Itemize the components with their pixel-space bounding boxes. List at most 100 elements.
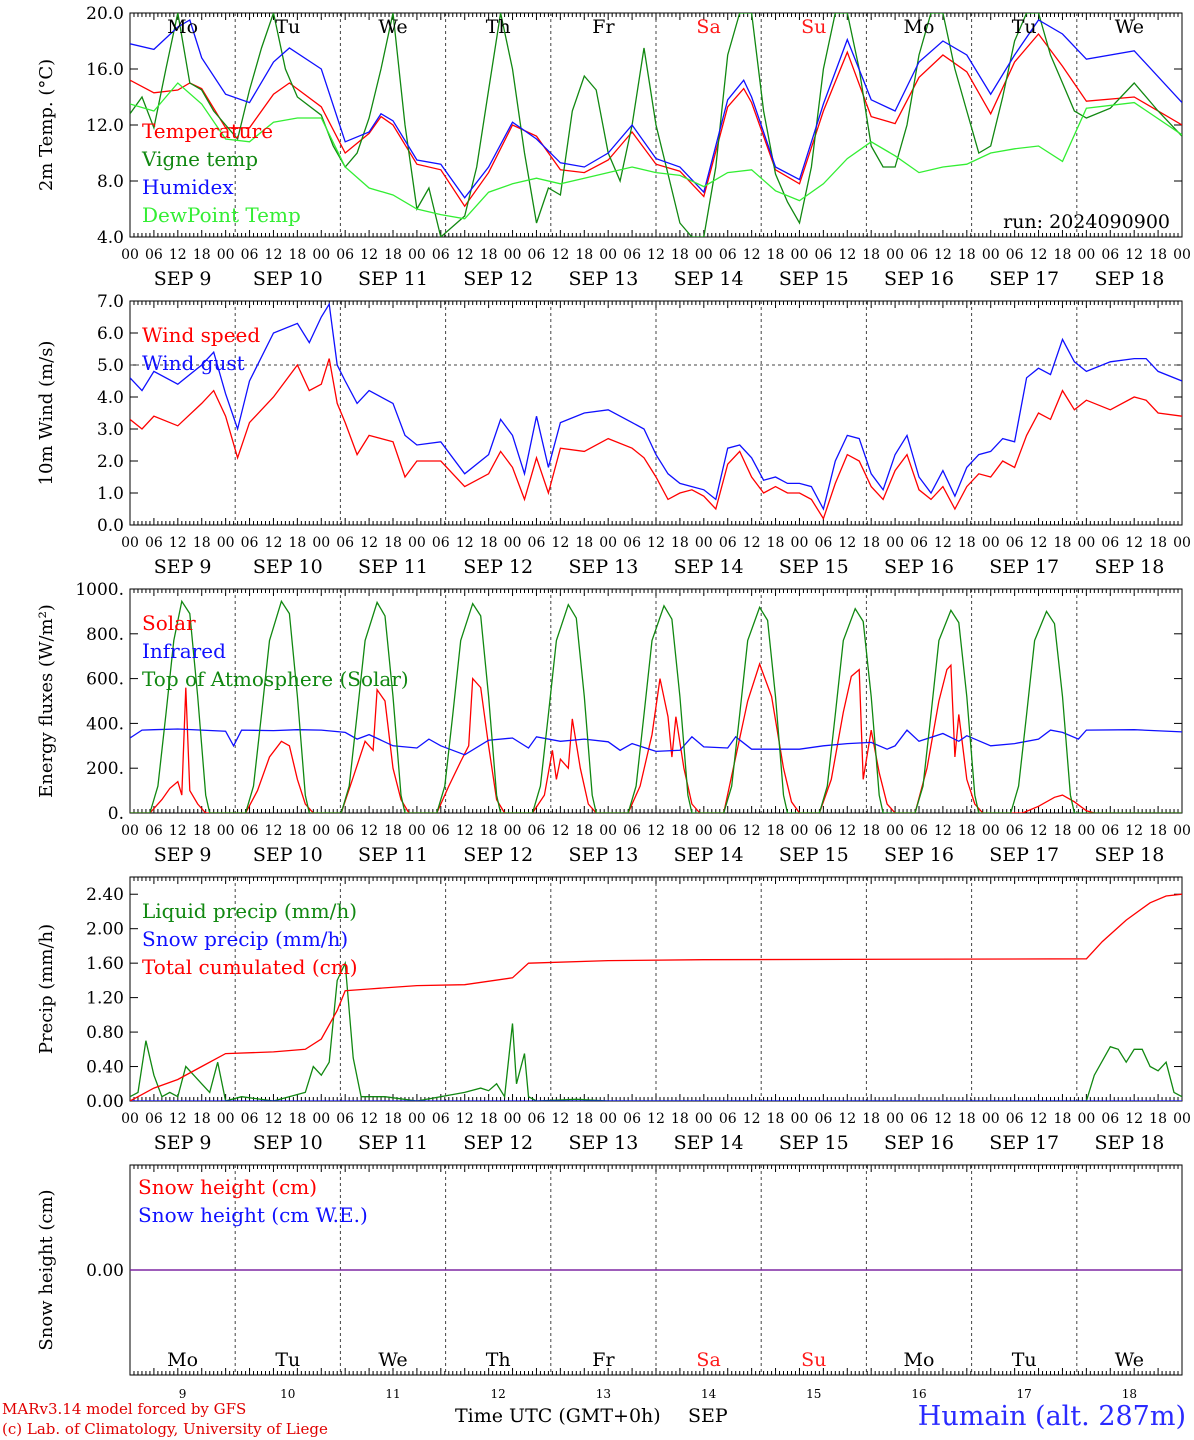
hour-tick-label: 18 [480, 823, 498, 839]
hour-tick-label: 00 [312, 247, 330, 263]
hour-tick-label: 18 [1054, 823, 1072, 839]
day-abbr-top: We [1115, 16, 1144, 38]
hour-tick-label: 12 [360, 823, 378, 839]
hour-tick-label: 00 [1077, 535, 1095, 551]
hour-tick-label: 00 [1173, 247, 1191, 263]
hour-tick-label: 12 [1125, 823, 1143, 839]
y-tick-label: 4.0 [97, 388, 124, 408]
y-tick-label: 2.0 [97, 452, 124, 472]
hour-tick-label: 06 [241, 1111, 259, 1127]
hour-tick-label: 18 [671, 535, 689, 551]
hour-tick-label: 18 [384, 823, 402, 839]
y-tick-label: 800. [86, 625, 124, 645]
hour-tick-label: 12 [551, 535, 569, 551]
y-tick-label: 20.0 [86, 4, 124, 24]
hour-tick-label: 00 [504, 535, 522, 551]
hour-tick-label: 06 [1101, 535, 1119, 551]
hour-tick-label: 12 [838, 535, 856, 551]
hour-tick-label: 00 [791, 823, 809, 839]
series-line-total-cumulated-cm [130, 893, 1182, 1101]
panel-3: 0. 200. 400. 600. 800. 1000. Energy fluxes (W/… [36, 580, 1191, 866]
hour-tick-label: 18 [288, 1111, 306, 1127]
hour-tick-label: 12 [1125, 535, 1143, 551]
hour-tick-label: 00 [121, 247, 139, 263]
hour-tick-label: 00 [1173, 823, 1191, 839]
hour-tick-label: 18 [193, 1111, 211, 1127]
date-label: SEP 9 [154, 556, 212, 578]
hour-tick-label: 18 [575, 1111, 593, 1127]
hour-tick-label: 12 [169, 247, 187, 263]
hour-tick-label: 00 [695, 247, 713, 263]
date-label: SEP 15 [779, 268, 849, 290]
hour-tick-label: 00 [312, 823, 330, 839]
hour-tick-label: 18 [1054, 1111, 1072, 1127]
month-label: SEP [688, 1405, 728, 1427]
hour-tick-label: 18 [767, 535, 785, 551]
hour-tick-label: 06 [910, 823, 928, 839]
hour-tick-label: 06 [528, 823, 546, 839]
y-axis-title: 2m Temp. (°C) [36, 59, 57, 191]
hour-tick-label: 06 [623, 535, 641, 551]
legend-entry: Snow height (cm W.E.) [138, 1203, 368, 1227]
hour-tick-label: 00 [886, 247, 904, 263]
hour-tick-label: 06 [432, 1111, 450, 1127]
hour-tick-label: 18 [671, 1111, 689, 1127]
y-tick-label: 1.60 [86, 954, 124, 974]
y-tick-label: 0.40 [86, 1058, 124, 1078]
panel-2: 0.0 1.0 2.0 3.0 4.0 5.0 6.0 7.0 10m Wind (m/s) Wi… [36, 292, 1191, 578]
hour-tick-label: 06 [1101, 1111, 1119, 1127]
series-line-humidex [130, 19, 1182, 199]
hour-tick-label: 00 [408, 823, 426, 839]
date-label: SEP 13 [568, 1132, 638, 1154]
hour-tick-label: 18 [480, 535, 498, 551]
hour-tick-label: 06 [432, 823, 450, 839]
hour-tick-label: 12 [1125, 247, 1143, 263]
hour-tick-label: 06 [432, 535, 450, 551]
hour-tick-label: 18 [1054, 535, 1072, 551]
day-abbr-top: Su [801, 16, 826, 38]
hour-tick-label: 18 [1149, 247, 1167, 263]
day-number: 11 [385, 1387, 400, 1401]
hour-tick-label: 06 [1006, 1111, 1024, 1127]
day-number: 12 [491, 1387, 506, 1401]
hour-tick-label: 00 [982, 247, 1000, 263]
y-tick-label: 1.20 [86, 989, 124, 1009]
hour-tick-label: 06 [432, 247, 450, 263]
lab-credit: (c) Lab. of Climatology, University of L… [2, 1420, 328, 1438]
hour-tick-label: 18 [1054, 247, 1072, 263]
hour-tick-label: 18 [862, 1111, 880, 1127]
hour-tick-label: 12 [1030, 535, 1048, 551]
date-label: SEP 18 [1094, 268, 1164, 290]
day-abbr-bottom: Fr [592, 1349, 615, 1371]
hour-tick-label: 18 [862, 247, 880, 263]
hour-tick-label: 12 [743, 535, 761, 551]
hour-tick-label: 12 [169, 1111, 187, 1127]
y-tick-label: 600. [86, 670, 124, 690]
y-axis-title: Snow height (cm) [36, 1189, 57, 1350]
hour-tick-label: 18 [575, 823, 593, 839]
plot-frame [129, 300, 1183, 526]
day-abbr-bottom: Sa [696, 1349, 720, 1371]
legend-entry: Snow precip (mm/h) [142, 927, 348, 951]
time-axis-label: Time UTC (GMT+0h) [455, 1405, 661, 1427]
hour-tick-label: 18 [671, 247, 689, 263]
day-abbr-top: Mo [904, 16, 935, 38]
day-abbr-top: Tu [275, 16, 300, 38]
day-abbr-top: Mo [167, 16, 198, 38]
date-label: SEP 9 [154, 1132, 212, 1154]
hour-tick-label: 12 [934, 823, 952, 839]
hour-tick-label: 00 [217, 1111, 235, 1127]
series-line-liquid-precip-mm-h [130, 960, 1182, 1101]
legend-entry: Total cumulated (cm) [142, 955, 358, 979]
hour-tick-label: 00 [599, 823, 617, 839]
day-abbr-top: We [378, 16, 407, 38]
hour-tick-label: 00 [121, 823, 139, 839]
series-line-vigne-temp [130, 13, 1182, 237]
hour-tick-label: 06 [336, 823, 354, 839]
hour-tick-label: 06 [1101, 247, 1119, 263]
hour-tick-label: 12 [743, 823, 761, 839]
hour-tick-label: 18 [193, 823, 211, 839]
hour-tick-label: 06 [336, 1111, 354, 1127]
hour-tick-label: 06 [910, 247, 928, 263]
y-axis-title: Energy fluxes (W/m²) [36, 604, 57, 798]
